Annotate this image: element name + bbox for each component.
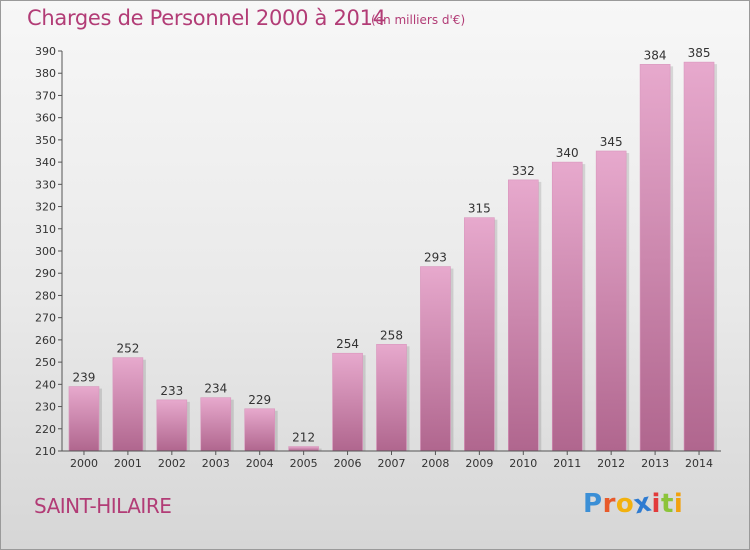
x-tick-label: 2005 (290, 457, 318, 470)
x-tick-label: 2013 (641, 457, 669, 470)
y-tick-label: 300 (35, 245, 56, 258)
x-axis: 2000 2001 2002 2003 2004 2005 2006 2007 2008 2009… (62, 450, 721, 470)
x-tick-label: 2001 (114, 457, 142, 470)
y-tick-label: 350 (35, 134, 56, 147)
y-axis: 210 220 230 240 250 260 270 280 290 300 310 320 330 3… (35, 45, 63, 458)
y-tick-label: 320 (35, 201, 56, 214)
bar-value-label: 340 (556, 146, 579, 160)
bar-value-label: 258 (380, 328, 403, 342)
bar-2002[interactable] (156, 399, 188, 452)
bar-2014[interactable] (683, 61, 715, 452)
bar-value-label: 252 (116, 342, 139, 356)
x-tick-label: 2014 (685, 457, 713, 470)
bar-2009[interactable] (464, 217, 495, 452)
bars: 239 252 233 234 229 212 254 258 293 315 332 340 345 3… (68, 46, 718, 452)
bar-value-label: 384 (644, 48, 667, 62)
y-tick-label: 360 (35, 112, 56, 125)
x-tick-label: 2009 (465, 457, 493, 470)
y-tick-label: 330 (35, 178, 56, 191)
logo-letter: i (651, 489, 661, 519)
x-tick-label: 2002 (158, 457, 186, 470)
chart-title: Charges de Personnel 2000 à 2014 (27, 6, 386, 30)
bar-2001[interactable] (112, 357, 144, 452)
bar-2005[interactable] (288, 446, 319, 452)
bar-value-label: 332 (512, 164, 535, 178)
bar-value-label: 212 (292, 431, 315, 445)
x-tick-label: 2011 (553, 457, 581, 470)
bar-value-label: 233 (160, 384, 183, 398)
bar-value-label: 385 (688, 46, 711, 60)
y-tick-label: 280 (35, 289, 56, 302)
y-tick-label: 220 (35, 423, 56, 436)
bar-2011[interactable] (551, 161, 583, 452)
bar-2006[interactable] (332, 352, 363, 452)
bar-2000[interactable] (68, 386, 100, 452)
chart-subtitle: (en milliers d'€) (371, 13, 466, 27)
x-tick-label: 2010 (509, 457, 537, 470)
x-tick-label: 2000 (70, 457, 98, 470)
bar-value-label: 234 (204, 382, 227, 396)
x-tick-label: 2012 (597, 457, 625, 470)
y-tick-label: 270 (35, 312, 56, 325)
logo-letter: P (583, 489, 603, 519)
y-tick-label: 210 (35, 445, 56, 458)
x-tick-label: 2003 (202, 457, 230, 470)
y-tick-label: 390 (35, 45, 56, 58)
bar-2004[interactable] (244, 408, 275, 452)
bar-value-label: 229 (248, 393, 271, 407)
x-tick-label: 2004 (246, 457, 274, 470)
logo-letter: o (615, 489, 635, 519)
y-tick-label: 230 (35, 401, 56, 414)
y-tick-label: 260 (35, 334, 56, 347)
proxiti-logo[interactable]: Proxiti (583, 488, 684, 521)
y-tick-label: 340 (35, 156, 56, 169)
y-tick-label: 310 (35, 223, 56, 236)
x-tick-label: 2008 (421, 457, 449, 470)
x-tick-label: 2006 (334, 457, 362, 470)
x-tick-label: 2007 (378, 457, 406, 470)
location-name: SAINT-HILAIRE (34, 494, 172, 518)
logo-letter: r (602, 489, 616, 519)
bar-value-label: 239 (73, 371, 96, 385)
y-tick-label: 240 (35, 378, 56, 391)
bar-value-label: 293 (424, 251, 447, 265)
bar-value-label: 345 (600, 135, 623, 149)
bar-2003[interactable] (200, 397, 232, 452)
bar-2010[interactable] (507, 179, 539, 452)
y-tick-label: 290 (35, 267, 56, 280)
y-tick-label: 370 (35, 89, 56, 102)
y-tick-label: 250 (35, 356, 56, 369)
logo-letter: t (660, 489, 674, 519)
bar-2007[interactable] (376, 344, 407, 452)
bar-value-label: 315 (468, 202, 491, 216)
bar-2013[interactable] (639, 64, 671, 452)
bar-2012[interactable] (595, 150, 627, 452)
logo-letter: i (673, 489, 684, 519)
bar-value-label: 254 (336, 337, 359, 351)
y-tick-label: 380 (35, 67, 56, 80)
bar-2008[interactable] (420, 266, 451, 452)
